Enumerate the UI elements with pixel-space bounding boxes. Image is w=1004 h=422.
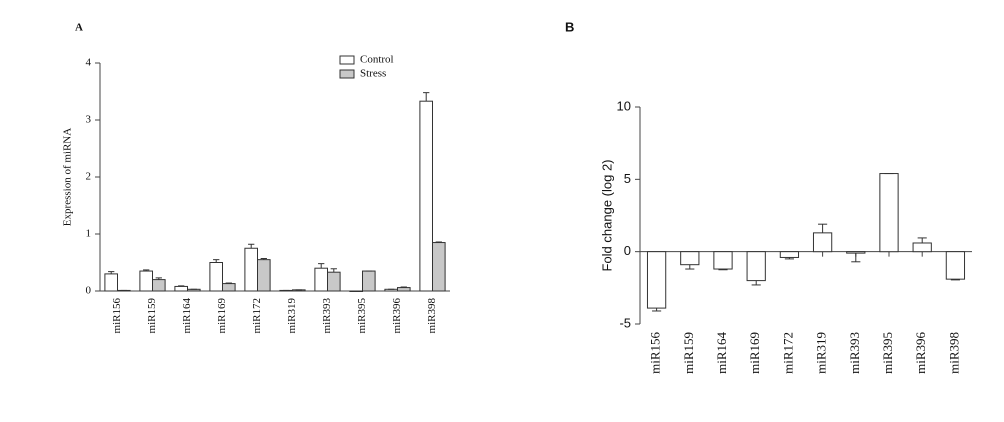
bar xyxy=(879,173,899,253)
y-tick-label: 2 xyxy=(86,171,92,183)
x-tick-label: miR396 xyxy=(913,332,928,374)
bar xyxy=(222,283,236,292)
legend-label: Stress xyxy=(360,68,386,80)
bar xyxy=(646,251,667,309)
bar xyxy=(779,251,800,258)
error-bar xyxy=(330,268,337,273)
error-bar xyxy=(950,279,960,281)
error-bar xyxy=(718,269,728,271)
y-axis-label: Expression of miRNA xyxy=(62,128,74,226)
x-tick-label: miR169 xyxy=(747,332,762,374)
x-tick-label: miR393 xyxy=(847,332,862,374)
x-tick-label: miR398 xyxy=(946,332,961,374)
x-tick-label: miR156 xyxy=(111,298,123,334)
bar xyxy=(912,242,932,253)
error-bar xyxy=(225,282,232,284)
x-tick-label: miR393 xyxy=(321,298,333,334)
error-bar xyxy=(248,243,255,249)
x-tick-label: miR159 xyxy=(681,332,696,374)
error-bar xyxy=(178,285,185,287)
bar xyxy=(174,285,188,292)
x-tick-label: miR395 xyxy=(880,332,895,374)
legend-swatch xyxy=(339,69,355,79)
y-axis-label: Fold change (log 2) xyxy=(599,159,614,271)
error-bar xyxy=(143,269,150,272)
bar xyxy=(812,232,833,253)
y-tick-label: 3 xyxy=(86,114,92,126)
bar xyxy=(244,247,258,292)
bar xyxy=(680,251,700,266)
panel-label: A xyxy=(75,22,83,34)
y-tick-label: -5 xyxy=(619,315,631,330)
bar xyxy=(327,271,341,292)
error-bar xyxy=(260,258,267,260)
bar xyxy=(209,262,223,292)
x-tick-label: miR319 xyxy=(286,298,298,334)
error-bar xyxy=(155,277,162,280)
y-tick-label: 10 xyxy=(617,98,631,113)
error-bar xyxy=(423,92,430,102)
error-bar xyxy=(751,280,761,286)
x-tick-label: miR396 xyxy=(391,298,403,334)
legend-swatch xyxy=(339,55,355,65)
y-tick-label: 0 xyxy=(86,285,92,297)
bar xyxy=(152,279,166,292)
chart-a: A Expression of miRNA 0 1 2 3 4 miR156 miR159 miR… xyxy=(62,22,450,334)
bar xyxy=(419,100,433,292)
x-tick-label: miR164 xyxy=(181,298,193,334)
error-bar xyxy=(108,271,115,274)
bar xyxy=(846,251,866,254)
bar xyxy=(945,251,966,280)
x-tick-label: miR164 xyxy=(714,332,729,374)
error-bar xyxy=(318,263,325,269)
error-bar xyxy=(685,264,695,270)
error-bar xyxy=(213,259,220,263)
error-bar xyxy=(400,286,407,288)
x-tick-label: miR156 xyxy=(648,332,663,374)
y-tick-label: 0 xyxy=(624,243,631,258)
bar xyxy=(432,242,446,292)
bar xyxy=(362,270,376,292)
x-tick-label: miR159 xyxy=(146,298,158,334)
bar xyxy=(713,251,733,270)
error-bar xyxy=(818,223,828,233)
error-bar xyxy=(435,241,442,243)
error-bar xyxy=(917,237,927,243)
y-tick-label: 5 xyxy=(624,171,631,186)
y-tick-label: 4 xyxy=(86,57,92,69)
panel-label: B xyxy=(565,19,574,34)
bar xyxy=(104,273,119,292)
bar xyxy=(257,259,271,292)
x-tick-label: miR398 xyxy=(426,298,438,334)
bar xyxy=(746,251,766,282)
y-tick-label: 1 xyxy=(86,228,92,240)
error-bar xyxy=(851,253,861,263)
bar xyxy=(397,287,411,292)
x-tick-label: miR395 xyxy=(356,298,368,334)
x-tick-label: miR172 xyxy=(251,298,263,333)
chart-b: B Fold change (log 2) -5 0 5 10 miR156 miR159 mi… xyxy=(565,19,972,374)
x-tick-label: miR172 xyxy=(780,332,795,374)
x-tick-label: miR319 xyxy=(814,332,829,374)
bar xyxy=(139,270,153,292)
error-bar xyxy=(652,308,662,312)
bar xyxy=(314,267,328,292)
legend-label: Control xyxy=(360,54,394,66)
x-tick-label: miR169 xyxy=(216,298,228,334)
error-bar xyxy=(784,257,794,260)
